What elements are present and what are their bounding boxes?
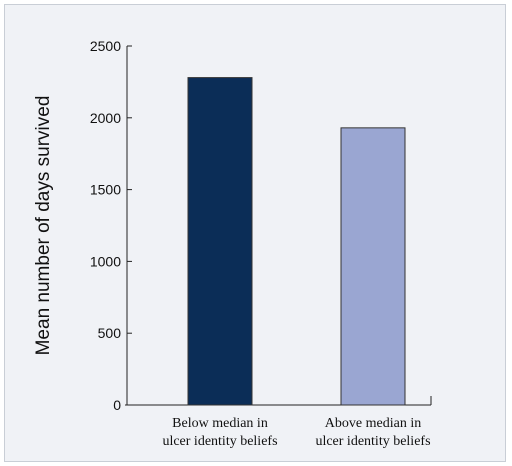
chart-labels: 0 500 1000 1500 2000 2500 Mean number of days … xyxy=(33,38,431,449)
y-tick-label: 2000 xyxy=(90,110,121,126)
category-label: ulcer identity beliefs xyxy=(162,434,277,449)
bar-chart: 0 500 1000 1500 2000 2500 Mean number of days … xyxy=(33,38,432,449)
bar xyxy=(340,127,406,406)
chart-frame: 0 500 1000 1500 2000 2500 Mean number of days … xyxy=(4,4,506,462)
y-axis-title: Mean number of days survived xyxy=(33,96,54,356)
category-label: Above median in xyxy=(325,416,421,431)
y-tick-label: 1000 xyxy=(90,253,121,269)
y-tick-label: 2500 xyxy=(90,38,121,54)
y-tick-label: 1500 xyxy=(90,182,121,198)
chart-bars xyxy=(187,77,406,406)
category-label: Below median in xyxy=(172,416,268,431)
y-tick-label: 500 xyxy=(98,325,122,341)
y-tick-label: 0 xyxy=(113,397,121,413)
category-label: ulcer identity beliefs xyxy=(315,434,430,449)
bar xyxy=(187,77,253,406)
